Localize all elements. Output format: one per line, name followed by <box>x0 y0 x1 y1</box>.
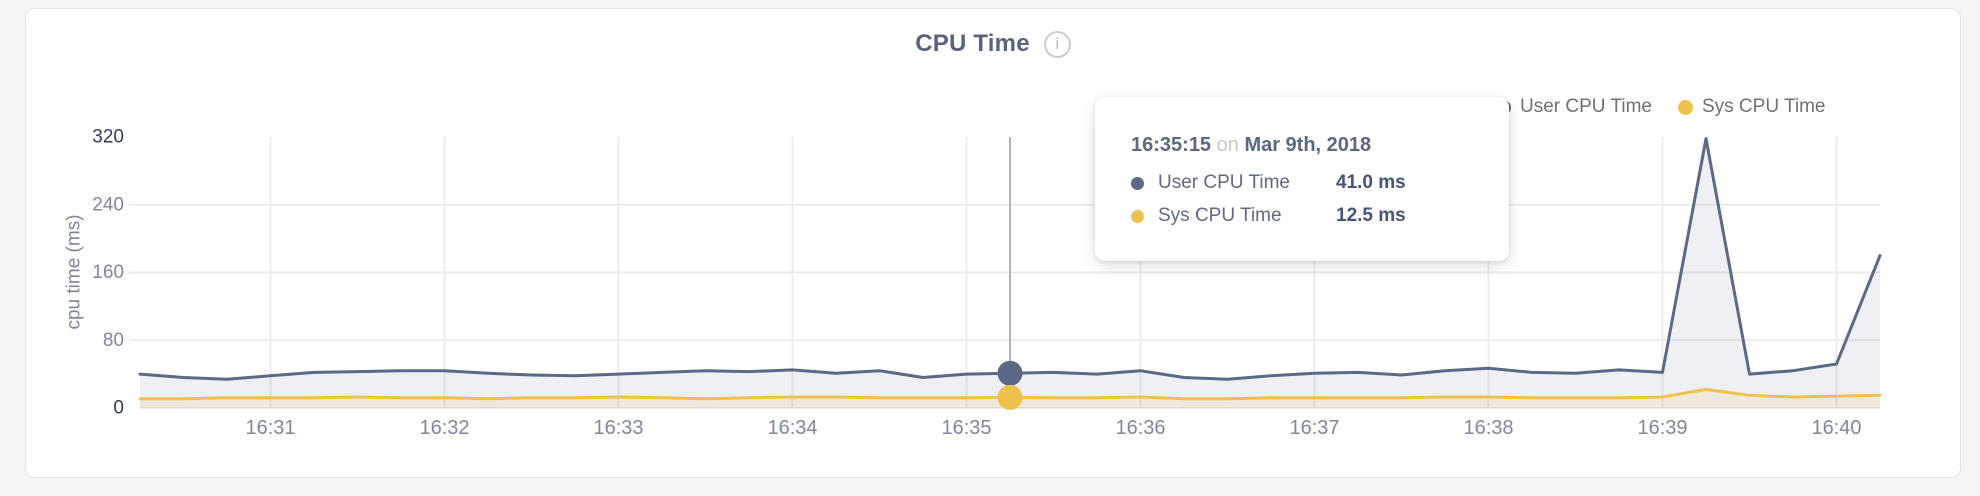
x-axis-tick-label: 16:40 <box>1811 417 1861 439</box>
tooltip-series-value: 41.0 ms <box>1336 172 1406 193</box>
tooltip-date: Mar 9th, 2018 <box>1244 134 1372 156</box>
x-axis-tick-label: 16:39 <box>1637 417 1687 439</box>
tooltip-on-word: on <box>1216 134 1239 156</box>
user-hover-point <box>997 360 1023 386</box>
hover-tooltip: 16:35:15 on Mar 9th, 2018 User CPU Time … <box>1095 97 1509 261</box>
tooltip-row-user: User CPU Time 41.0 ms <box>1131 172 1479 194</box>
sys-series-dot-icon <box>1131 209 1144 223</box>
x-axis-tick-label: 16:33 <box>593 417 643 439</box>
tooltip-series-label: Sys CPU Time <box>1158 205 1282 226</box>
x-axis-tick-label: 16:38 <box>1463 417 1513 439</box>
tooltip-time: 16:35:15 <box>1131 134 1212 156</box>
x-axis-tick-label: 16:36 <box>1115 417 1165 439</box>
y-axis-tick-label: 320 <box>92 127 124 148</box>
x-axis-tick-label: 16:31 <box>245 417 295 439</box>
sys-hover-point <box>997 384 1023 410</box>
y-axis-title: cpu time (ms) <box>64 214 85 329</box>
chart-header: CPU Time i <box>25 30 1961 58</box>
tooltip-series-value: 12.5 ms <box>1336 205 1406 226</box>
chart-legend: User CPU Time Sys CPU Time <box>1496 96 1826 118</box>
legend-item-sys-cpu[interactable]: Sys CPU Time <box>1677 96 1826 118</box>
info-icon[interactable]: i <box>1043 30 1071 58</box>
x-axis-tick-label: 16:37 <box>1289 417 1339 439</box>
y-axis-tick-label: 160 <box>92 262 124 283</box>
legend-label: Sys CPU Time <box>1701 96 1826 117</box>
tooltip-row-sys: Sys CPU Time 12.5 ms <box>1131 205 1479 227</box>
tooltip-header: 16:35:15 on Mar 9th, 2018 <box>1131 134 1479 157</box>
y-axis-tick-label: 80 <box>103 330 124 351</box>
user-cpu-area <box>140 138 1880 408</box>
x-axis-tick-label: 16:32 <box>419 417 469 439</box>
chart-panel <box>25 8 1961 478</box>
chart-title: CPU Time <box>915 30 1030 57</box>
x-axis-tick-label: 16:34 <box>767 417 817 439</box>
sys-series-dot-icon <box>1677 99 1693 115</box>
legend-item-user-cpu[interactable]: User CPU Time <box>1496 96 1652 118</box>
y-axis-tick-label: 0 <box>113 398 124 419</box>
tooltip-series-label: User CPU Time <box>1158 172 1290 193</box>
y-axis-tick-label: 240 <box>92 194 124 215</box>
legend-label: User CPU Time <box>1520 96 1652 117</box>
x-axis-tick-label: 16:35 <box>941 417 991 439</box>
user-series-dot-icon <box>1131 176 1144 190</box>
